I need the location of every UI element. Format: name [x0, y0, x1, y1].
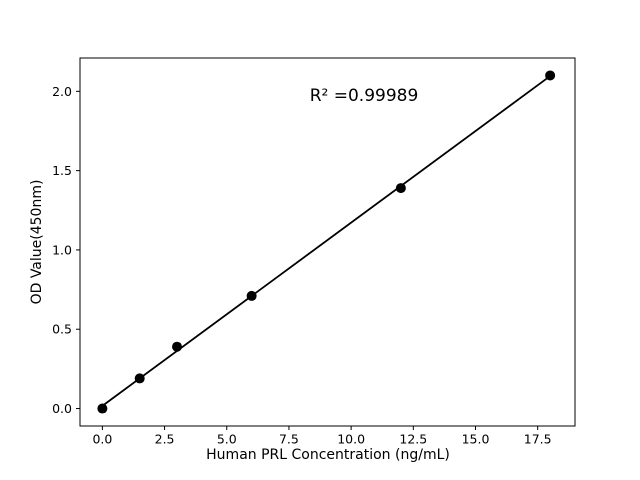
x-tick-label: 17.5	[524, 432, 552, 447]
x-tick-label: 7.5	[279, 432, 299, 447]
y-tick-label: 1.5	[52, 163, 72, 178]
x-tick-label: 12.5	[399, 432, 427, 447]
y-tick-label: 0.5	[52, 322, 72, 337]
y-tick-label: 2.0	[52, 84, 72, 99]
x-tick-label: 5.0	[217, 432, 237, 447]
x-tick-label: 0.0	[92, 432, 112, 447]
x-axis-label: Human PRL Concentration (ng/mL)	[206, 447, 450, 463]
data-point	[395, 183, 406, 194]
data-point	[97, 403, 108, 414]
x-tick-label: 15.0	[462, 432, 490, 447]
y-tick-label: 1.0	[52, 242, 72, 257]
y-tick-label: 0.0	[52, 401, 72, 416]
data-point	[545, 70, 556, 81]
fit-line	[101, 75, 551, 407]
y-axis-label: OD Value(450nm)	[29, 179, 45, 305]
x-tick-label: 2.5	[155, 432, 175, 447]
data-point	[246, 290, 257, 301]
data-point	[134, 373, 145, 384]
data-point	[172, 341, 183, 352]
x-tick-label: 10.0	[337, 432, 365, 447]
r-squared-annotation: R² =0.99989	[309, 86, 419, 106]
plot-frame	[79, 57, 576, 427]
